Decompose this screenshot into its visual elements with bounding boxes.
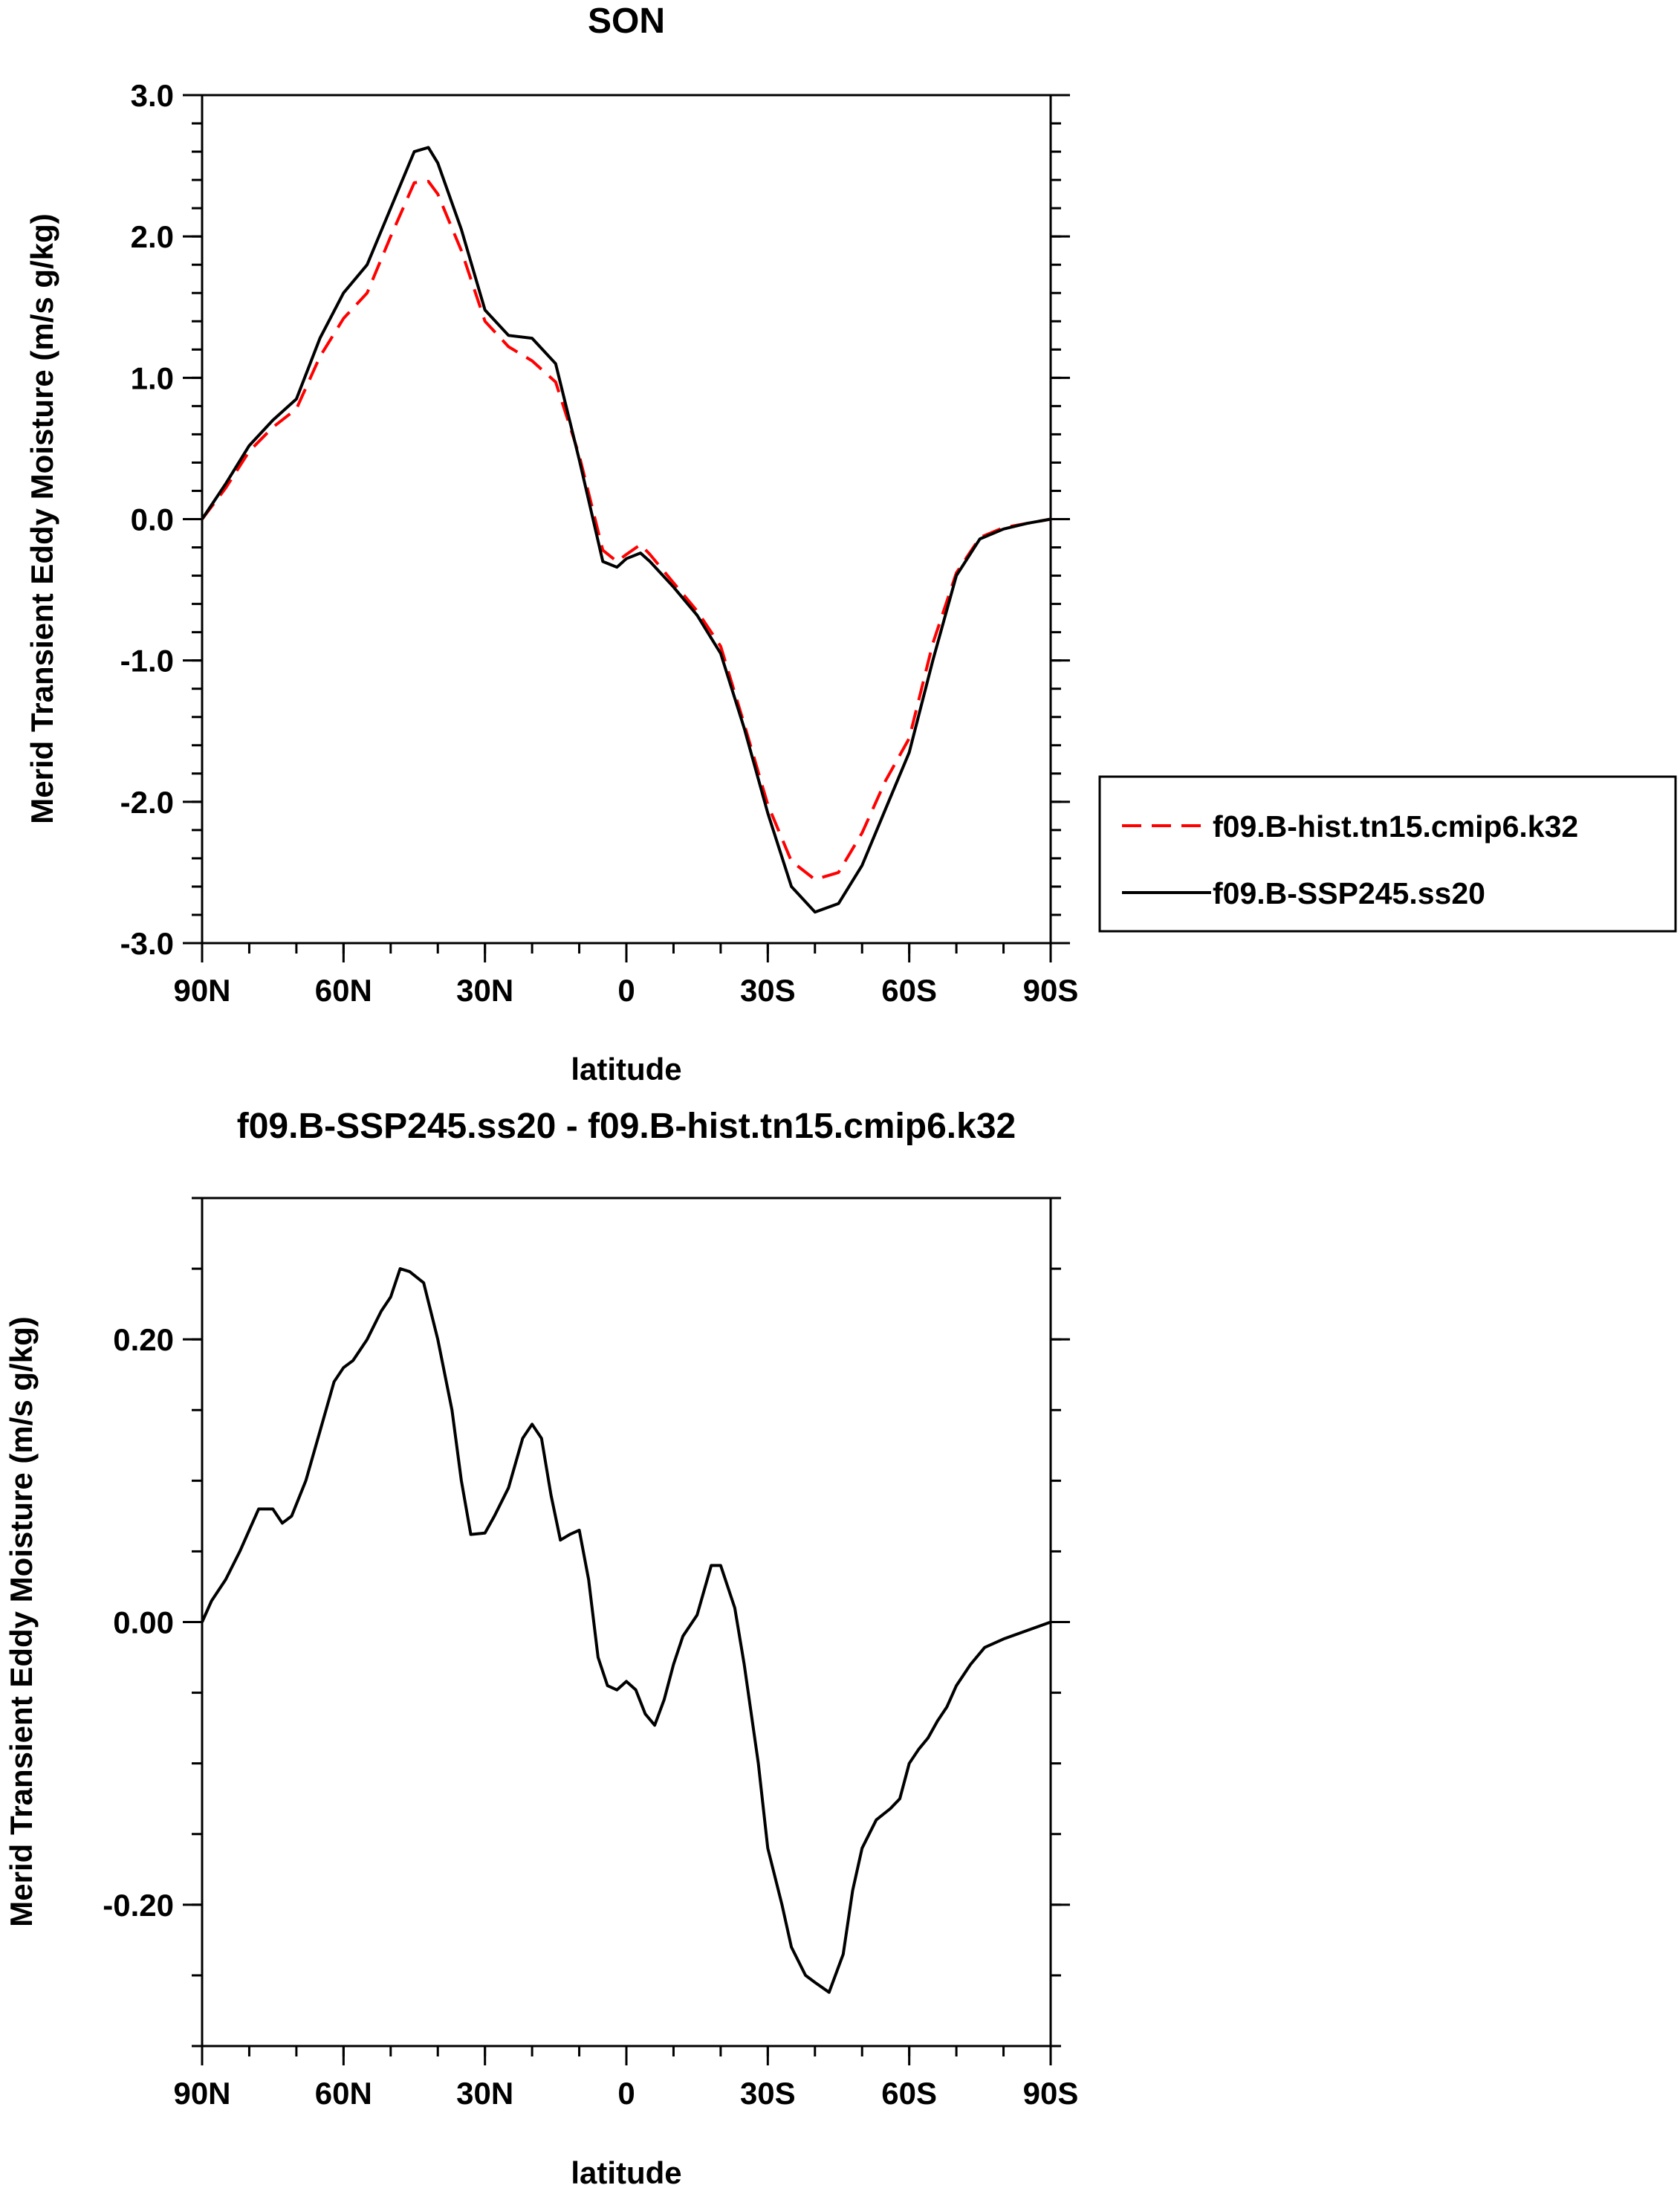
x-tick-label: 60S <box>881 2076 937 2111</box>
legend-label-ssp245: f09.B-SSP245.ss20 <box>1213 876 1485 910</box>
y-axis: 0.20 0.00 -0.20 <box>103 1197 1070 2048</box>
y-tick-label: -3.0 <box>120 926 174 961</box>
y-tick-label: 1.0 <box>131 360 174 395</box>
panel-bottom-difference: f09.B-SSP245.ss20 - f09.B-hist.tn15.cmip… <box>4 1107 1078 2188</box>
x-axis: 90N 60N 30N 0 30S 60S 90S <box>173 2046 1078 2111</box>
series-line-2-1 <box>201 1267 1051 1994</box>
x-tick-label: 30N <box>456 973 513 1008</box>
x-tick-label: 90S <box>1023 973 1079 1008</box>
x-tick-label: 60S <box>881 973 937 1008</box>
y-tick-label: -1.0 <box>120 644 174 679</box>
series-line-1-2 <box>201 146 1051 914</box>
x-tick-label: 30N <box>456 2076 513 2111</box>
chart-title: SON <box>588 1 665 41</box>
panel-top-son: SON 3.0 2.0 1.0 0.0 -1.0 -2.0 -3.0 90N 60N 30N 0 3… <box>25 1 1677 1087</box>
x-tick-label: 90S <box>1023 2076 1079 2111</box>
x-tick-label: 0 <box>617 973 635 1008</box>
x-tick-label: 0 <box>617 2076 635 2111</box>
legend-box <box>1098 775 1677 933</box>
x-tick-label: 30S <box>740 2076 796 2111</box>
plot-frame <box>201 94 1052 945</box>
x-axis: 90N 60N 30N 0 30S 60S 90S <box>173 943 1078 1008</box>
y-tick-label: 0.0 <box>131 502 174 537</box>
x-tick-label: 60N <box>315 2076 372 2111</box>
x-tick-label: 90N <box>173 973 230 1008</box>
series-line-1-1 <box>201 180 1051 881</box>
y-tick-label: 2.0 <box>131 219 174 254</box>
x-tick-label: 60N <box>315 973 372 1008</box>
y-axis-label: Merid Transient Eddy Moisture (m/s g/kg) <box>4 1316 39 1926</box>
y-tick-label: 0.00 <box>113 1605 174 1640</box>
legend: f09.B-hist.tn15.cmip6.k32 f09.B-SSP245.s… <box>1098 775 1677 933</box>
x-tick-label: 30S <box>740 973 796 1008</box>
y-tick-label: 3.0 <box>131 78 174 113</box>
x-tick-label: 90N <box>173 2076 230 2111</box>
y-axis: 3.0 2.0 1.0 0.0 -1.0 -2.0 -3.0 <box>120 78 1070 961</box>
plot-frame <box>201 1197 1052 2048</box>
y-tick-label: 0.20 <box>113 1322 174 1357</box>
y-tick-label: -2.0 <box>120 785 174 820</box>
y-tick-label: -0.20 <box>103 1888 174 1923</box>
y-axis-label: Merid Transient Eddy Moisture (m/s g/kg) <box>25 213 59 823</box>
plot-lines <box>201 146 1051 914</box>
x-axis-label: latitude <box>571 2155 681 2188</box>
x-axis-label: latitude <box>571 1052 681 1087</box>
plot-lines <box>201 1267 1051 1994</box>
chart-title: f09.B-SSP245.ss20 - f09.B-hist.tn15.cmip… <box>237 1107 1016 1146</box>
legend-label-hist: f09.B-hist.tn15.cmip6.k32 <box>1213 809 1578 844</box>
